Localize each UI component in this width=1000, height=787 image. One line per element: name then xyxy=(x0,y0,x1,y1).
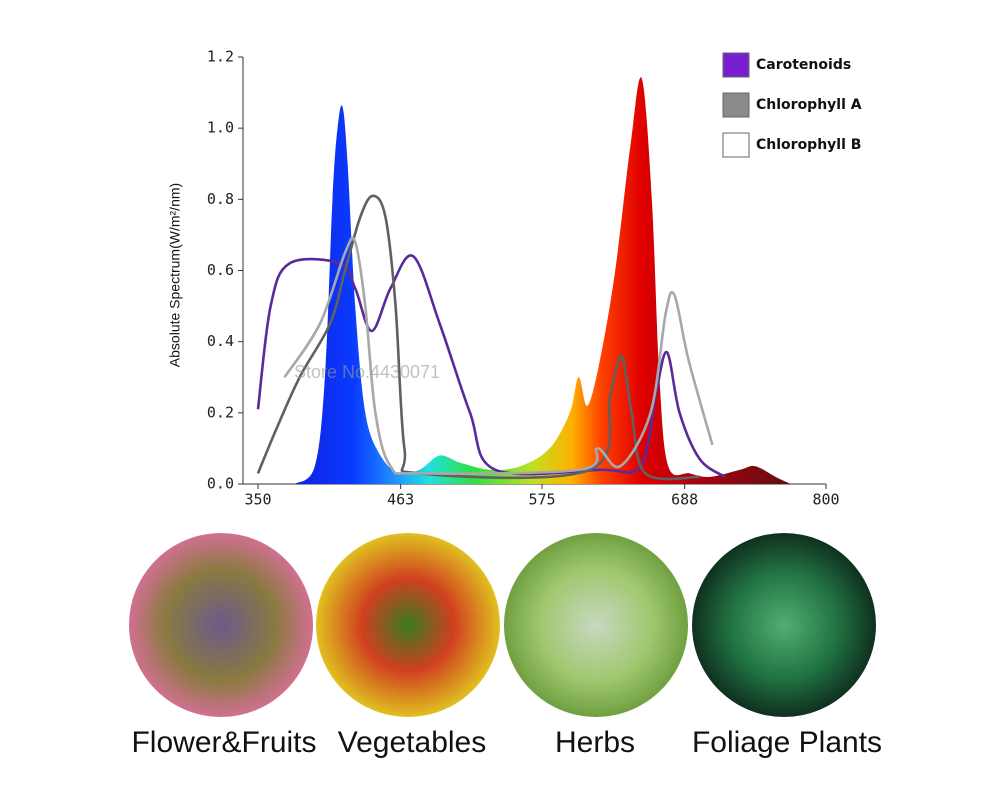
y-tick-label: 1.2 xyxy=(207,48,234,66)
panel-label: Herbs xyxy=(555,726,635,759)
y-tick-label: 0.0 xyxy=(207,475,234,493)
panel-label: Vegetables xyxy=(338,726,486,759)
x-tick-label: 688 xyxy=(671,491,698,509)
y-tick-label: 0.2 xyxy=(207,403,234,421)
series-line xyxy=(256,194,700,481)
panel-label: Flower&Fruits xyxy=(131,726,316,759)
panel-label: Foliage Plants xyxy=(692,726,882,759)
photo xyxy=(692,533,876,717)
x-tick-label: 350 xyxy=(244,491,271,509)
y-tick-label: 0.4 xyxy=(207,332,234,350)
photo xyxy=(316,533,500,717)
watermark: Store No.4430071 xyxy=(294,362,440,382)
legend-swatch xyxy=(722,52,750,78)
x-tick-label: 463 xyxy=(387,491,414,509)
photo xyxy=(129,533,313,717)
y-tick-label: 0.8 xyxy=(207,190,234,208)
plot: 0.0 0.2 0.4 0.6 0.8 1.0 1.2 350 463 575 688 800 Caro… xyxy=(207,48,862,509)
legend-label: Chlorophyll A xyxy=(756,97,862,113)
y-tick-label: 0.6 xyxy=(207,261,234,279)
spectrum-area xyxy=(294,77,791,484)
y-tick-label: 1.0 xyxy=(207,119,234,137)
legend-swatch xyxy=(722,132,750,158)
legend-label: Carotenoids xyxy=(756,57,851,73)
y-axis-label: Absolute Spectrum(W/m²/nm) xyxy=(167,183,183,367)
photo xyxy=(504,533,688,717)
legend-swatch xyxy=(722,92,750,118)
series-line xyxy=(283,236,714,475)
series-line xyxy=(256,254,726,478)
legend-label: Chlorophyll B xyxy=(756,137,861,153)
x-tick-label: 575 xyxy=(528,491,555,509)
x-tick-label: 800 xyxy=(812,491,839,509)
